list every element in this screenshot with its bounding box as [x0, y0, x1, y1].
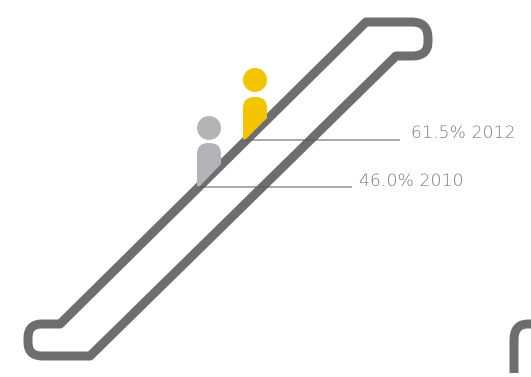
escalator-rail-secondary [509, 319, 531, 377]
escalator-rail [23, 17, 433, 361]
person-icon-2010 [197, 116, 221, 187]
marker-label-2012: 61.5% 2012 [411, 123, 516, 143]
person-icon-2012 [243, 68, 267, 140]
marker-label-2010: 46.0% 2010 [359, 171, 464, 191]
